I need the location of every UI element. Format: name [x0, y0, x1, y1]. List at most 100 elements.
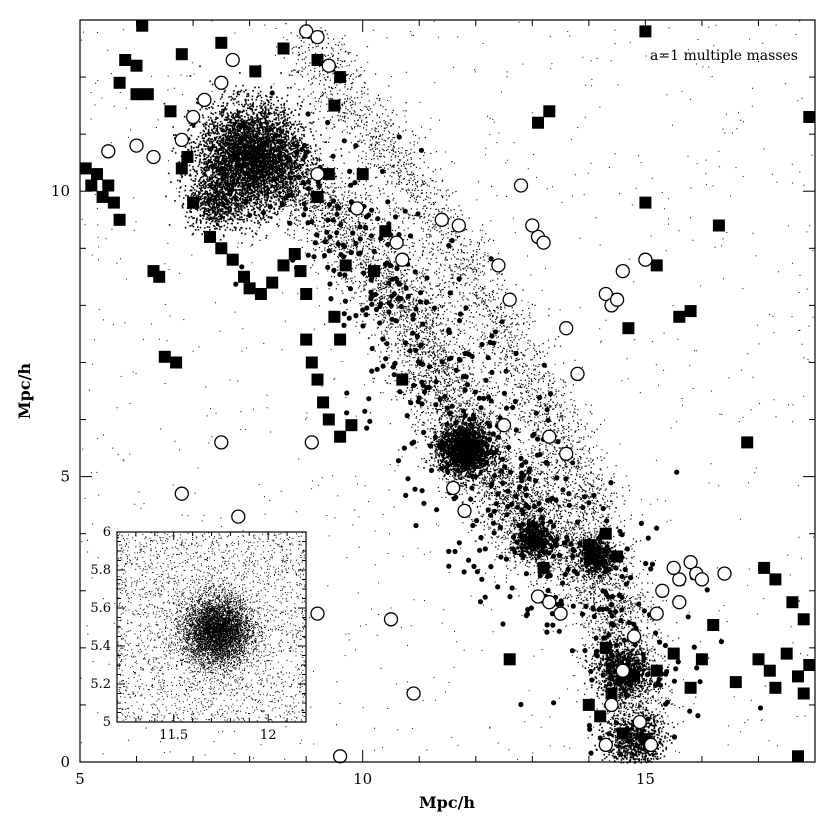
square-marker	[707, 619, 720, 631]
inset-y-tick-label: 5.6	[90, 601, 111, 616]
square-marker	[317, 396, 330, 409]
square-marker	[684, 681, 697, 694]
circle-marker	[694, 572, 710, 587]
circle-marker	[310, 29, 325, 45]
circle-marker	[672, 595, 687, 610]
square-marker	[611, 550, 624, 563]
marker-layer	[79, 19, 816, 764]
circle-marker	[632, 714, 647, 730]
square-marker	[684, 305, 697, 318]
circle-marker	[609, 292, 625, 307]
square-marker	[769, 681, 782, 694]
square-marker	[616, 727, 629, 740]
square-marker	[792, 750, 804, 763]
square-marker	[786, 596, 799, 609]
circle-marker	[457, 503, 472, 519]
circle-marker	[101, 144, 116, 159]
circle-marker	[332, 749, 348, 764]
x-tick-label: 10	[353, 770, 372, 788]
square-marker	[752, 653, 765, 666]
square-marker	[136, 19, 149, 32]
square-marker	[300, 333, 313, 346]
square-marker	[311, 190, 324, 203]
square-marker	[758, 561, 771, 574]
circle-marker	[185, 109, 201, 125]
circle-marker	[626, 629, 642, 644]
square-marker	[803, 111, 816, 123]
circle-marker	[513, 178, 529, 193]
circle-marker	[570, 366, 585, 382]
circle-marker	[321, 58, 336, 73]
square-marker	[339, 259, 352, 272]
square-marker	[96, 190, 109, 203]
y-tick-label: 0	[60, 753, 70, 771]
square-marker	[130, 59, 143, 72]
square-marker	[599, 527, 612, 540]
circle-marker	[536, 235, 551, 250]
inset-x-tick-label: 12	[260, 728, 277, 743]
square-marker	[599, 641, 612, 654]
plot-frame	[79, 19, 816, 763]
medium-particles	[190, 90, 764, 757]
square-marker	[594, 710, 607, 723]
circle-marker	[383, 612, 399, 627]
square-marker	[543, 105, 556, 118]
square-marker	[102, 179, 115, 192]
square-marker	[334, 71, 347, 84]
circle-marker	[197, 92, 212, 108]
square-marker	[582, 698, 595, 711]
square-marker	[503, 653, 516, 666]
inset-y-tick-label: 5	[103, 715, 111, 730]
circle-marker	[231, 509, 246, 524]
dense-particle-layer	[80, 20, 816, 764]
circle-marker	[525, 218, 540, 233]
square-marker	[141, 88, 154, 101]
square-marker	[769, 573, 782, 586]
square-marker	[113, 213, 126, 226]
circle-marker	[434, 212, 449, 227]
square-marker	[79, 162, 92, 175]
chart-annotation: a=1 multiple masses	[650, 48, 798, 64]
inset-tick-layer: 11.5 12 5 5.2 5.4 5.6 5.8 6	[90, 525, 307, 743]
circle-marker	[446, 480, 461, 496]
square-marker	[187, 196, 200, 209]
square-marker	[650, 259, 663, 272]
circle-marker	[598, 286, 613, 302]
circle-marker	[638, 252, 653, 267]
square-marker	[379, 225, 392, 238]
square-marker	[628, 670, 641, 683]
square-marker	[294, 265, 307, 278]
circle-marker	[225, 52, 240, 68]
inset-panel: 11.5 12 5 5.2 5.4 5.6 5.8 6	[90, 525, 307, 743]
square-marker	[622, 322, 635, 335]
y-tick-label: 10	[51, 182, 70, 200]
square-marker	[328, 99, 341, 112]
square-marker	[243, 282, 256, 295]
circle-marker	[451, 218, 466, 233]
square-marker	[537, 561, 550, 574]
x-axis-label: Mpc/h	[419, 793, 475, 812]
circle-marker	[553, 606, 568, 621]
circle-marker	[491, 258, 506, 273]
circle-marker	[649, 606, 664, 621]
square-marker	[215, 242, 228, 255]
circle-marker	[174, 132, 189, 148]
circle-marker	[310, 166, 325, 182]
circle-marker	[683, 555, 698, 570]
inset-particles	[117, 532, 306, 722]
square-marker	[107, 196, 120, 209]
inset-y-tick-label: 5.2	[90, 677, 111, 692]
circle-marker	[615, 263, 630, 279]
square-marker	[605, 687, 618, 700]
circle-marker	[395, 252, 410, 267]
inset-particle-layer	[117, 532, 306, 722]
square-marker	[170, 356, 183, 369]
square-marker	[334, 430, 347, 443]
square-marker	[328, 310, 341, 323]
circle-marker	[559, 321, 574, 336]
square-marker	[582, 539, 595, 552]
x-tick-label: 15	[636, 770, 655, 788]
circle-marker	[542, 595, 557, 610]
